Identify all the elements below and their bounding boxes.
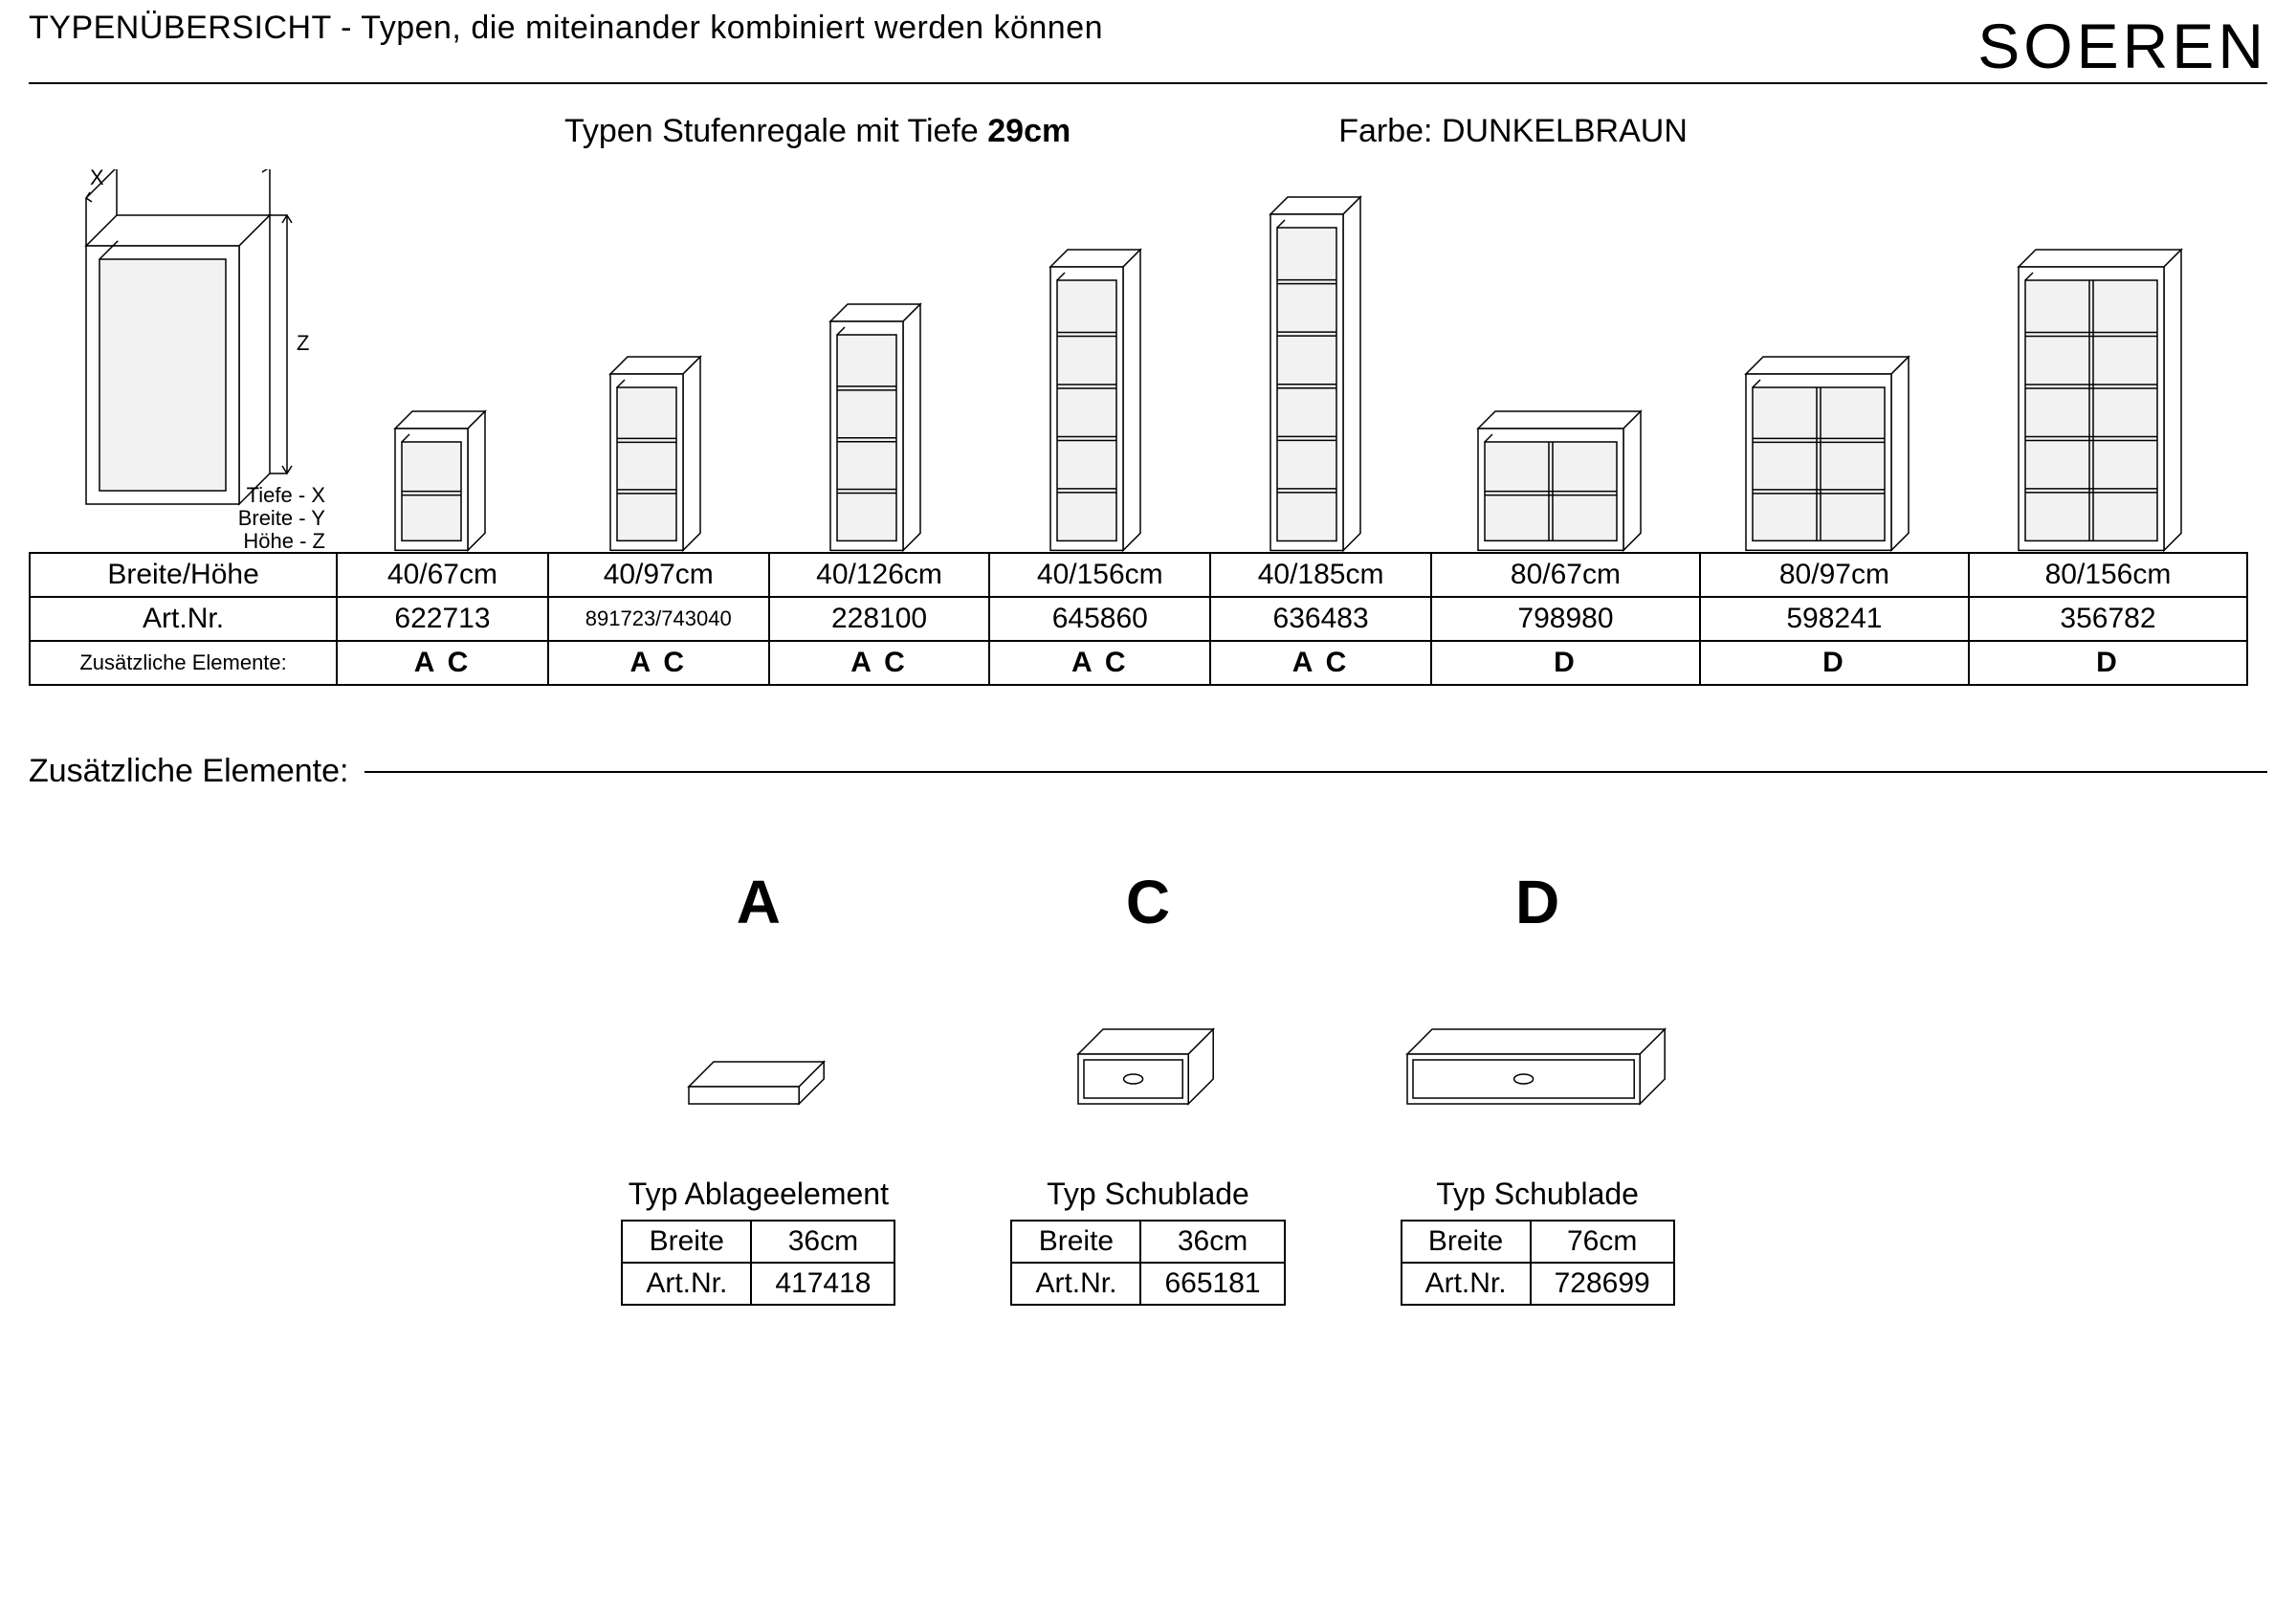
dimension-legend: XYZTiefe - XBreite - YHöhe - Z <box>29 169 335 552</box>
shelf-illustration <box>1693 169 1961 552</box>
extra-caption: Typ Schublade <box>1047 1177 1249 1212</box>
extra-caption: Typ Ablageelement <box>629 1177 889 1212</box>
table-cell: Art.Nr. <box>1011 1263 1140 1305</box>
table-cell: 80/67cm <box>1431 553 1700 597</box>
extra-caption: Typ Schublade <box>1436 1177 1639 1212</box>
table-cell: 40/97cm <box>548 553 769 597</box>
divider <box>364 771 2268 773</box>
table-cell: 76cm <box>1531 1221 1674 1263</box>
brand-logo: SOEREN <box>1977 10 2267 82</box>
table-cell: 36cm <box>751 1221 894 1263</box>
shelf-illustration <box>1205 169 1425 552</box>
table-cell: 40/156cm <box>989 553 1210 597</box>
table-cell: 228100 <box>769 597 990 641</box>
extra-spec-table: Breite76cmArt.Nr.728699 <box>1401 1220 1675 1306</box>
svg-text:Tiefe - X: Tiefe - X <box>247 483 326 507</box>
page-title: TYPENÜBERSICHT - Typen, die miteinander … <box>29 10 1103 47</box>
table-cell: 40/67cm <box>337 553 548 597</box>
extra-element: C Typ Schublade Breite36cmArt.Nr.665181 <box>1010 867 1285 1306</box>
extra-letter: D <box>1515 867 1559 937</box>
table-row-label: Zusätzliche Elemente: <box>30 641 337 685</box>
table-cell: 891723/743040 <box>548 597 769 641</box>
extra-spec-table: Breite36cmArt.Nr.417418 <box>621 1220 895 1306</box>
svg-text:Z: Z <box>297 331 309 355</box>
extra-illustration <box>687 976 829 1110</box>
extra-element: D Typ Schublade Breite76cmArt.Nr.728699 <box>1401 867 1675 1306</box>
table-row-label: Art.Nr. <box>30 597 337 641</box>
extra-letter: A <box>737 867 781 937</box>
table-cell: 356782 <box>1969 597 2247 641</box>
extra-spec-table: Breite36cmArt.Nr.665181 <box>1010 1220 1285 1306</box>
table-cell: Breite <box>1011 1221 1140 1263</box>
table-row-label: Breite/Höhe <box>30 553 337 597</box>
shelf-illustration <box>335 169 545 552</box>
svg-text:Breite - Y: Breite - Y <box>238 506 326 530</box>
table-cell: 40/185cm <box>1210 553 1431 597</box>
table-cell: 636483 <box>1210 597 1431 641</box>
svg-text:Höhe - Z: Höhe - Z <box>243 529 325 552</box>
table-cell: D <box>1431 641 1700 685</box>
table-cell: 80/97cm <box>1700 553 1969 597</box>
table-cell: 40/126cm <box>769 553 990 597</box>
shelf-illustration <box>1961 169 2239 552</box>
table-cell: 798980 <box>1431 597 1700 641</box>
shelf-illustration <box>765 169 985 552</box>
table-cell: A C <box>769 641 990 685</box>
table-cell: Breite <box>1402 1221 1531 1263</box>
table-cell: 80/156cm <box>1969 553 2247 597</box>
table-cell: D <box>1969 641 2247 685</box>
table-cell: A C <box>337 641 548 685</box>
extra-element: A Typ Ablageelement Breite36cmArt.Nr.41741… <box>621 867 895 1306</box>
table-cell: 417418 <box>751 1263 894 1305</box>
table-cell: A C <box>989 641 1210 685</box>
table-cell: 622713 <box>337 597 548 641</box>
extra-letter: C <box>1126 867 1170 937</box>
shelf-illustration <box>985 169 1205 552</box>
extra-illustration <box>1405 976 1670 1110</box>
table-cell: 728699 <box>1531 1263 1674 1305</box>
subhead-color: Farbe: DUNKELBRAUN <box>1338 113 1688 150</box>
table-cell: Art.Nr. <box>1402 1263 1531 1305</box>
table-cell: 36cm <box>1140 1221 1284 1263</box>
extra-illustration <box>1076 976 1219 1110</box>
subhead-depth: Typen Stufenregale mit Tiefe 29cm <box>564 113 1071 150</box>
products-table: Breite/Höhe40/67cm40/97cm40/126cm40/156c… <box>29 552 2248 686</box>
table-cell: A C <box>1210 641 1431 685</box>
table-cell: Breite <box>622 1221 751 1263</box>
table-cell: 598241 <box>1700 597 1969 641</box>
table-cell: D <box>1700 641 1969 685</box>
table-cell: 645860 <box>989 597 1210 641</box>
table-cell: 665181 <box>1140 1263 1284 1305</box>
shelf-illustration <box>545 169 765 552</box>
table-cell: A C <box>548 641 769 685</box>
extras-heading: Zusätzliche Elemente: <box>29 753 349 790</box>
shelf-illustration <box>1425 169 1693 552</box>
svg-text:X: X <box>90 169 104 189</box>
table-cell: Art.Nr. <box>622 1263 751 1305</box>
